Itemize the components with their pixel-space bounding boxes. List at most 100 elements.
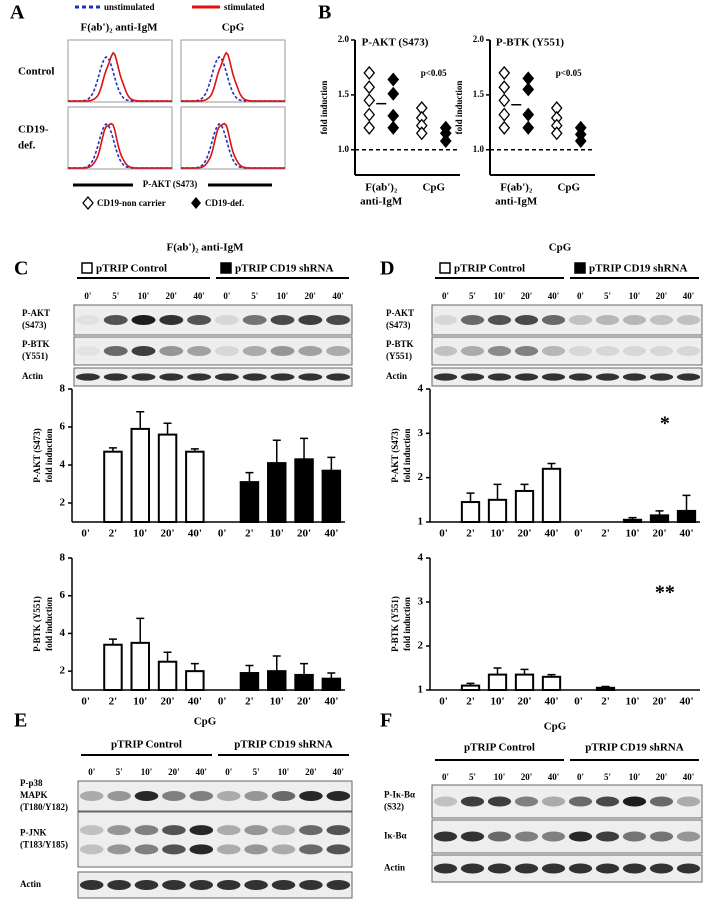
band [326,844,351,855]
row-label: MAPK [20,790,48,800]
band [134,844,159,855]
row-label: Actin [22,371,43,381]
row-label: P-BTK [386,339,414,349]
row-label: P-Iκ-Bα [384,790,415,800]
y-tick-label: 6 [60,589,66,601]
band [187,315,212,325]
time-label: 20' [166,291,178,301]
blot-title: CpG [194,716,217,728]
time-label: 5' [116,767,123,777]
y-tick-label: 1.5 [338,89,350,99]
time-label: 20' [656,291,668,301]
bar [321,677,342,692]
time-label: 10' [629,772,641,782]
axis-label: P-AKT (S473) [143,179,198,189]
time-label: 0' [84,291,91,301]
band [299,825,323,836]
row-label: Control [18,66,54,78]
band [244,844,268,855]
band [541,796,566,807]
band [214,346,239,356]
error-bar [601,685,610,688]
band [541,831,566,842]
band [216,825,241,836]
x-tick-label: 40' [544,528,558,540]
bar [267,462,287,524]
error-bar [547,673,556,677]
x-tick-label: 20' [652,696,666,708]
time-label: 40' [548,772,560,782]
band [622,831,647,842]
time-label: 10' [494,291,506,301]
data-point [550,126,563,141]
band [595,863,620,874]
error-bar [245,471,254,483]
error-bar [136,411,145,429]
time-label: 10' [278,767,290,777]
blot [431,336,703,366]
x-tick-label: 0' [574,696,583,708]
band [187,346,212,356]
panel-label: D [380,258,394,280]
row-label: (Y551) [386,351,412,361]
y-tick-label: 4 [418,552,424,564]
time-label: 10' [141,767,153,777]
x-tick-label: 0' [439,696,448,708]
data-point [522,82,535,97]
time-label: 0' [225,767,232,777]
error-bar [272,439,281,464]
x-tick-label: 10' [490,528,504,540]
y-tick-label: 1.0 [473,144,485,154]
row-label: (S32) [384,802,404,812]
error-bar [108,638,117,645]
time-label: 40' [196,767,208,777]
band [541,315,566,325]
axis-label: fold induction [44,597,54,651]
band [162,844,186,855]
band [189,844,214,855]
y-tick-label: 1 [418,516,424,528]
data-point [363,65,376,80]
band [622,796,647,807]
data-point [387,86,400,101]
band [79,844,104,855]
band [460,373,485,381]
x-tick-label: 40' [679,696,693,708]
axis-label: P-AKT (S473) [32,428,42,483]
bar [239,672,260,691]
time-label: 10' [629,291,641,301]
band [75,315,100,325]
band [189,880,214,890]
band [326,791,351,801]
band [460,315,485,325]
x-tick-label: 0' [439,528,448,540]
group-header: pTRIP CD19 shRNA [585,742,683,754]
band [162,880,186,890]
x-tick-label: anti-IgM [495,196,538,208]
error-bar [272,655,281,672]
band [649,863,674,874]
band [568,315,593,325]
band [595,315,620,325]
row-label: P-AKT [386,308,414,318]
group-header: pTRIP Control [454,263,525,275]
band [242,346,267,356]
x-tick-label: 2' [109,696,118,708]
x-tick-label: 40' [324,528,338,540]
bar [267,670,287,692]
chart-title: P-AKT (S473) [362,37,429,49]
x-tick-label: 10' [490,696,504,708]
y-tick-label: 8 [60,552,66,564]
bar [157,660,178,692]
band [159,373,184,381]
x-tick-label: 10' [133,696,147,708]
x-tick-label: 0' [218,528,227,540]
y-tick-label: 8 [60,383,66,395]
band [131,346,156,356]
band [433,315,458,325]
data-point [387,72,400,87]
x-tick-label: 40' [544,696,558,708]
time-label: 5' [112,291,119,301]
band [568,346,593,356]
band [541,346,566,356]
